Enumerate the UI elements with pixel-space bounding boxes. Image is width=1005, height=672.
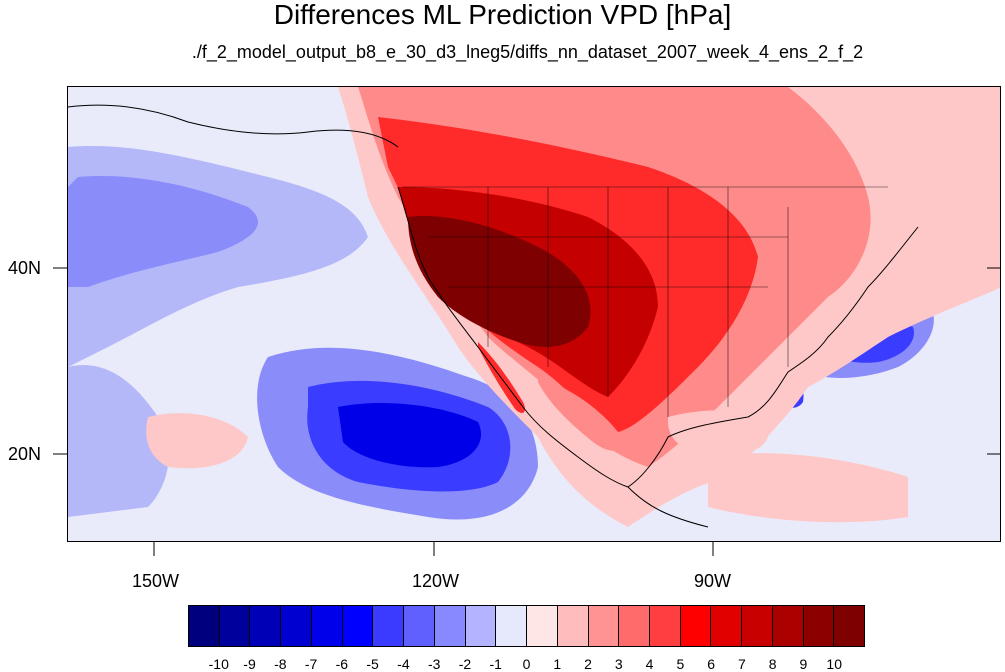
- colorbar-swatch: [650, 606, 681, 646]
- colorbar-tick-label: -2: [458, 656, 472, 672]
- colorbar-swatch: [527, 606, 558, 646]
- colorbar-swatch: [588, 606, 620, 646]
- map-subtitle: ./f_2_model_output_b8_e_30_d3_lneg5/diff…: [191, 42, 864, 62]
- vpd-difference-field: [68, 87, 1000, 541]
- north-pacific-mid-blue: [68, 176, 258, 287]
- colorbar-tick-label: -7: [304, 656, 318, 672]
- colorbar-swatch: [219, 606, 251, 646]
- colorbar-tick-label: -1: [489, 656, 502, 672]
- state-borders: [403, 186, 888, 417]
- colorbar-swatch: [342, 606, 374, 646]
- colorbar-swatch: [434, 606, 466, 646]
- colorbar-swatch: [465, 606, 497, 646]
- lat-label-40n: 40N: [8, 258, 42, 278]
- colorbar-swatch: [311, 606, 343, 646]
- colorbar-tick-label: -5: [366, 656, 379, 672]
- colorbar-tick-label: -10: [208, 656, 229, 672]
- lat-label-20n: 20N: [8, 444, 42, 464]
- colorbar-tick-label: -6: [335, 656, 349, 672]
- colorbar-tick-label: 9: [799, 656, 808, 672]
- colorbar-swatch: [711, 606, 743, 646]
- colorbar-tick-label: 7: [738, 656, 746, 672]
- colorbar-tick-label: -3: [427, 656, 441, 672]
- colorbar-swatch: [742, 606, 773, 646]
- colorbar-tick-label: 0: [522, 656, 531, 672]
- colorbar-swatch: [680, 606, 712, 646]
- tropical-pacific-light-red: [146, 413, 248, 469]
- gulf-light-red: [668, 410, 769, 457]
- colorbar: [188, 605, 865, 647]
- southwest-darkest-red: [408, 216, 591, 347]
- colorbar-swatch: [250, 606, 282, 646]
- lon-label-150w: 150W: [132, 571, 180, 591]
- coastline-outline: [68, 104, 919, 528]
- colorbar-swatch: [281, 606, 312, 646]
- colorbar-tick-label: 6: [707, 656, 716, 672]
- lon-label-120w: 120W: [412, 571, 460, 591]
- colorbar-swatch: [496, 606, 528, 646]
- colorbar-tick-label: 1: [553, 656, 562, 672]
- colorbar-swatch: [772, 606, 804, 646]
- colorbar-tick-label: 8: [768, 656, 777, 672]
- colorbar-swatch: [189, 606, 220, 646]
- colorbar-tick-label: 10: [826, 656, 842, 672]
- lon-label-90w: 90W: [694, 571, 732, 591]
- colorbar-tick-label: -4: [397, 656, 410, 672]
- mexico-red: [538, 377, 622, 451]
- colorbar-tick-label: 5: [676, 656, 685, 672]
- map-panel: [67, 86, 1001, 542]
- colorbar-swatch: [373, 606, 405, 646]
- map-title: Differences ML Prediction VPD [hPa]: [273, 0, 732, 30]
- colorbar-tick-label: -8: [274, 656, 287, 672]
- colorbar-swatch: [619, 606, 651, 646]
- colorbar-swatch: [557, 606, 589, 646]
- colorbar-tick-label: -9: [243, 656, 256, 672]
- colorbar-tick-label: 3: [614, 656, 623, 672]
- colorbar-swatch: [803, 606, 835, 646]
- west-pacific-blue: [68, 365, 169, 517]
- colorbar-tick-label: 2: [584, 656, 592, 672]
- baja-red-tongue: [478, 342, 526, 413]
- colorbar-swatch: [834, 606, 865, 646]
- colorbar-swatch: [404, 606, 435, 646]
- subtropical-pacific-deep-blue: [338, 402, 482, 468]
- colorbar-tick-label: 4: [645, 656, 654, 672]
- caribbean-light-red: [708, 453, 908, 523]
